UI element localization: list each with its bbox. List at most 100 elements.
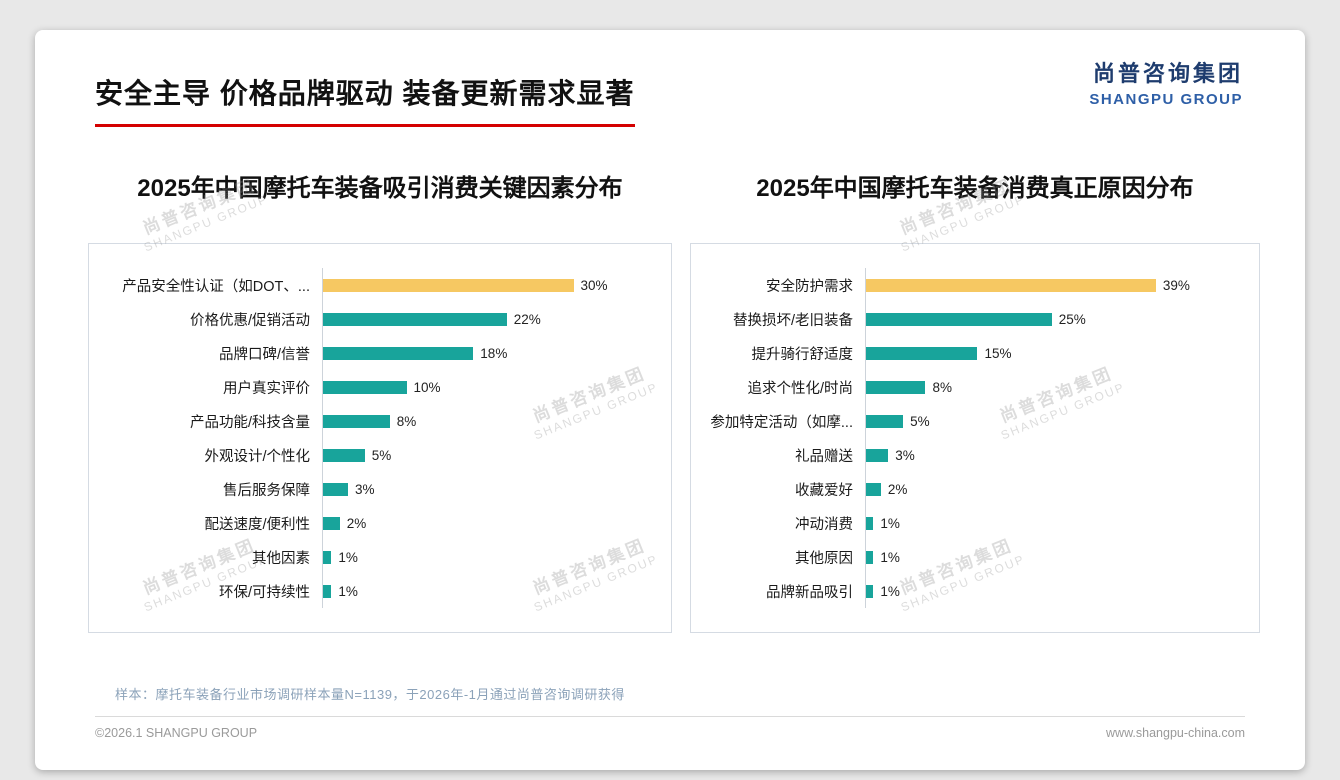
bar	[866, 312, 1052, 326]
bar	[866, 278, 1156, 292]
bar	[323, 380, 407, 394]
bar-row: 价格优惠/促销活动 22%	[89, 302, 657, 336]
bar-row: 用户真实评价 10%	[89, 370, 657, 404]
bar-row: 售后服务保障 3%	[89, 472, 657, 506]
value-label: 1%	[880, 583, 900, 599]
category-label: 配送速度/便利性	[204, 516, 310, 533]
left-bar-chart: 产品安全性认证（如DOT、... 30% 价格优惠/促销活动 22% 品牌口碑/信誉 18…	[88, 243, 672, 633]
value-label: 2%	[887, 481, 908, 497]
bar-track: 1%	[865, 506, 1245, 540]
slide-card: 安全主导 价格品牌驱动 装备更新需求显著 尚普咨询集团 SHANGPU GROU…	[35, 30, 1305, 770]
value-label: 3%	[895, 447, 915, 463]
bar	[323, 278, 574, 292]
category-label: 品牌新品吸引	[766, 584, 853, 601]
bar	[866, 516, 874, 530]
bar-row: 配送速度/便利性 2%	[89, 506, 657, 540]
bar-row: 冲动消费 1%	[691, 506, 1245, 540]
category-label: 售后服务保障	[223, 482, 310, 499]
right-chart-title: 2025年中国摩托车装备消费真正原因分布	[756, 175, 1194, 202]
bar-row: 外观设计/个性化 5%	[89, 438, 657, 472]
value-label: 5%	[910, 413, 930, 429]
value-label: 3%	[355, 481, 375, 497]
bar-track: 3%	[322, 472, 657, 506]
bar-row: 安全防护需求 39%	[691, 268, 1245, 302]
value-label: 39%	[1162, 277, 1190, 293]
bar-row: 替换损坏/老旧装备 25%	[691, 302, 1245, 336]
category-label: 收藏爱好	[795, 482, 853, 499]
bar-row: 其他原因 1%	[691, 540, 1245, 574]
bar-track: 30%	[322, 268, 657, 302]
category-label: 品牌口碑/信誉	[218, 346, 310, 363]
category-label: 环保/可持续性	[218, 584, 310, 601]
value-label: 22%	[513, 311, 541, 327]
bar	[323, 550, 332, 564]
bar-row: 品牌口碑/信誉 18%	[89, 336, 657, 370]
logo-text-cn: 尚普咨询集团	[1092, 61, 1243, 86]
bar-row: 提升骑行舒适度 15%	[691, 336, 1245, 370]
footer-divider	[95, 716, 1245, 717]
category-label: 安全防护需求	[766, 278, 853, 295]
bar-row: 产品功能/科技含量 8%	[89, 404, 657, 438]
category-label: 价格优惠/促销活动	[189, 312, 310, 329]
copyright-text: ©2026.1 SHANGPU GROUP	[95, 726, 258, 740]
category-label: 冲动消费	[795, 516, 853, 533]
category-label: 参加特定活动（如摩...	[710, 414, 853, 431]
category-label: 其他原因	[795, 550, 853, 567]
bar-row: 礼品赠送 3%	[691, 438, 1245, 472]
bar	[866, 550, 874, 564]
page-title: 安全主导 价格品牌驱动 装备更新需求显著	[95, 72, 635, 127]
category-label: 其他因素	[252, 550, 310, 567]
bar-row: 品牌新品吸引 1%	[691, 574, 1245, 608]
value-label: 18%	[480, 345, 508, 361]
left-chart-plot-area: 产品安全性认证（如DOT、... 30% 价格优惠/促销活动 22% 品牌口碑/信誉 18…	[89, 268, 657, 608]
value-label: 5%	[371, 447, 392, 463]
value-label: 1%	[880, 549, 900, 565]
bar-track: 25%	[865, 302, 1245, 336]
bar-track: 1%	[865, 574, 1245, 608]
category-label: 外观设计/个性化	[204, 448, 310, 465]
bar-row: 产品安全性认证（如DOT、... 30%	[89, 268, 657, 302]
bar	[866, 482, 881, 496]
bar-track: 5%	[322, 438, 657, 472]
value-label: 8%	[396, 413, 417, 429]
bar	[866, 346, 978, 360]
bar-row: 追求个性化/时尚 8%	[691, 370, 1245, 404]
bar	[323, 414, 390, 428]
website-text: www.shangpu-china.com	[1106, 726, 1245, 740]
bar-track: 15%	[865, 336, 1245, 370]
bar-track: 10%	[322, 370, 657, 404]
value-label: 25%	[1058, 311, 1086, 327]
value-label: 1%	[338, 583, 358, 599]
bar	[323, 448, 365, 462]
value-label: 15%	[984, 345, 1012, 361]
category-label: 替换损坏/老旧装备	[732, 312, 853, 329]
value-label: 30%	[580, 277, 608, 293]
bar-track: 2%	[865, 472, 1245, 506]
bar-track: 8%	[322, 404, 657, 438]
bar	[866, 414, 904, 428]
bar	[323, 312, 507, 326]
bar-row: 环保/可持续性 1%	[89, 574, 657, 608]
bar-track: 3%	[865, 438, 1245, 472]
value-label: 1%	[338, 549, 358, 565]
bar	[866, 380, 926, 394]
bar-track: 1%	[322, 540, 657, 574]
category-label: 产品功能/科技含量	[189, 414, 310, 431]
bar-track: 39%	[865, 268, 1245, 302]
bar-track: 1%	[322, 574, 657, 608]
bar-track: 22%	[322, 302, 657, 336]
bar-row: 收藏爱好 2%	[691, 472, 1245, 506]
left-chart-title: 2025年中国摩托车装备吸引消费关键因素分布	[137, 175, 623, 202]
bar-track: 18%	[322, 336, 657, 370]
logo-text-en: SHANGPU GROUP	[1089, 91, 1243, 108]
bar	[866, 584, 874, 598]
bar	[866, 448, 889, 462]
value-label: 8%	[932, 379, 952, 395]
bar	[323, 516, 340, 530]
value-label: 2%	[346, 515, 367, 531]
bar-row: 其他因素 1%	[89, 540, 657, 574]
category-label: 提升骑行舒适度	[751, 346, 854, 363]
bar-track: 2%	[322, 506, 657, 540]
bar	[323, 346, 474, 360]
value-label: 1%	[880, 515, 900, 531]
